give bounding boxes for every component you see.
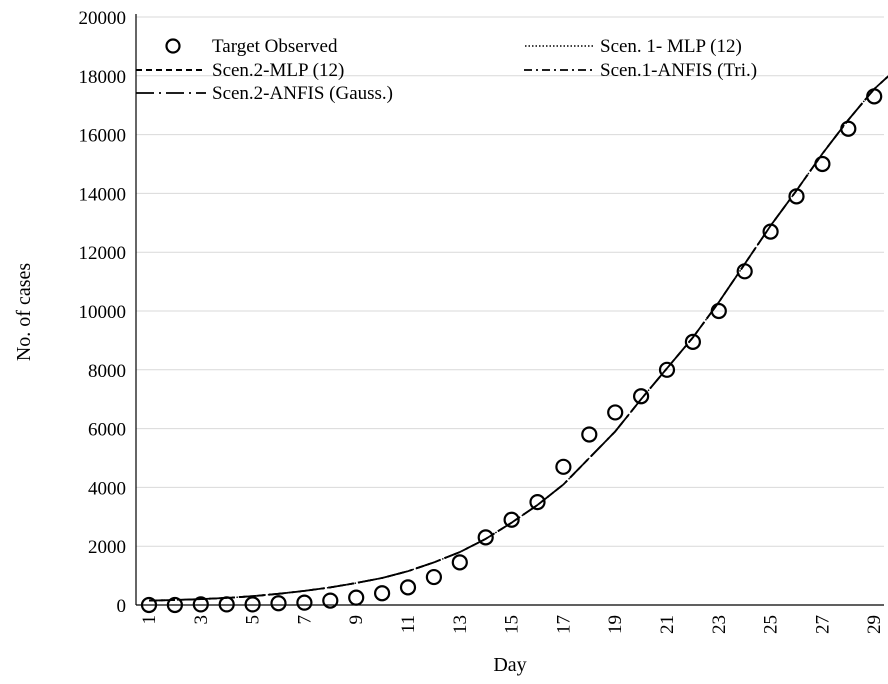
x-tick-label-3: 3 [191,615,212,625]
observed-point-day-18 [581,426,598,443]
observed-point-day-24 [736,263,753,280]
legend-item-scen2-mlp: Scen.2-MLP (12) [136,60,344,81]
y-tick-label-14000: 14000 [79,184,127,205]
y-axis-title: No. of cases [13,263,35,362]
legend-label-scen2-anfis: Scen.2-ANFIS (Gauss.) [212,83,393,104]
gridlines [136,16,884,547]
x-axis-title: Day [493,654,526,676]
observed-point-day-17 [555,458,572,475]
legend: Target Observed Scen. 1- MLP (12) Scen.2… [136,36,757,104]
series-lines [148,75,888,602]
observed-point-day-25 [762,223,779,240]
observed-point-day-22 [684,333,702,350]
y-tick-label-16000: 16000 [79,126,127,147]
legend-label-scen1-anfis: Scen.1-ANFIS (Tri.) [600,60,757,81]
series-line-4 [148,75,888,602]
y-tick-label-10000: 10000 [79,302,127,323]
x-tick-label-21: 21 [657,615,678,634]
observed-point-day-14 [477,529,494,546]
y-tick-label-18000: 18000 [79,67,127,88]
y-tick-label-4000: 4000 [88,478,126,499]
observed-point-day-3 [192,596,209,613]
y-tick-labels: 0 2000 4000 6000 8000 10000 12000 14000 16000 180… [79,8,127,617]
legend-item-scen1-anfis: Scen.1-ANFIS (Tri.) [524,60,757,81]
y-tick-label-12000: 12000 [79,243,127,264]
observed-point-day-26 [788,188,805,205]
x-tick-label-27: 27 [812,615,833,634]
observed-point-day-6 [270,595,287,612]
observed-point-day-16 [529,494,546,511]
observed-point-day-7 [296,594,313,611]
x-tick-label-9: 9 [346,615,367,625]
legend-marker-observed [165,38,181,54]
y-tick-label-20000: 20000 [79,8,127,29]
observed-markers [140,88,883,614]
x-tick-label-23: 23 [709,615,730,634]
observed-point-day-29 [866,88,883,105]
x-tick-label-13: 13 [450,615,471,634]
observed-point-day-15 [503,511,520,528]
y-tick-label-0: 0 [117,596,127,617]
y-tick-label-6000: 6000 [88,420,126,441]
observed-point-day-28 [840,120,857,137]
observed-point-day-10 [374,585,391,602]
observed-point-day-4 [218,596,235,613]
legend-item-scen2-anfis: Scen.2-ANFIS (Gauss.) [136,83,393,104]
observed-point-day-19 [607,404,624,421]
legend-label-scen1-mlp: Scen. 1- MLP (12) [600,36,742,57]
y-tick-label-2000: 2000 [88,537,126,558]
x-tick-label-29: 29 [864,615,885,634]
observed-point-day-11 [399,579,417,596]
x-tick-label-5: 5 [243,615,264,625]
x-tick-label-1: 1 [139,615,160,625]
observed-point-day-2 [166,596,183,614]
legend-label-target-observed: Target Observed [212,36,338,57]
observed-point-day-21 [658,361,676,378]
legend-label-scen2-mlp: Scen.2-MLP (12) [212,60,344,81]
x-tick-label-7: 7 [294,615,315,625]
observed-point-day-13 [451,554,468,571]
observed-point-day-5 [244,596,261,613]
observed-point-day-27 [814,155,831,173]
x-tick-label-25: 25 [761,615,782,634]
x-tick-label-19: 19 [605,615,626,634]
x-tick-label-17: 17 [553,615,574,634]
x-tick-labels: 1 3 5 7 9 11 13 15 17 19 21 23 25 27 29 [139,615,885,634]
observed-point-day-23 [710,302,727,320]
observed-point-day-1 [140,596,158,614]
observed-point-day-9 [348,589,365,606]
legend-item-target-observed: Target Observed [165,36,338,57]
x-tick-label-11: 11 [398,615,419,633]
observed-point-day-12 [425,568,442,586]
x-tick-label-15: 15 [502,615,523,634]
observed-point-day-8 [322,592,339,609]
y-tick-label-8000: 8000 [88,361,126,382]
observed-point-day-20 [632,388,650,405]
legend-item-scen1-mlp: Scen. 1- MLP (12) [525,36,742,57]
